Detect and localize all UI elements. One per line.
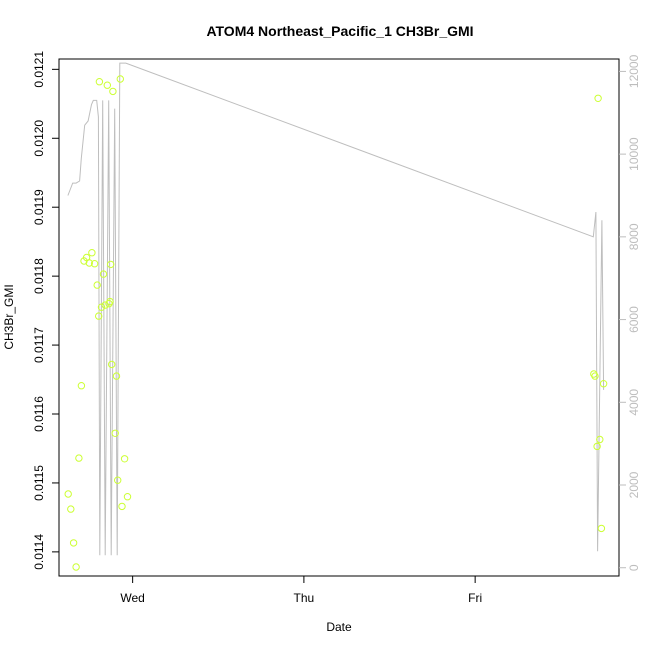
data-point (77, 382, 86, 390)
x-tick-label: Fri (468, 591, 482, 605)
data-point (72, 563, 80, 571)
x-tick-label: Thu (294, 591, 315, 605)
y2-tick-label: 10000 (627, 137, 641, 171)
data-point (107, 260, 115, 269)
series-line (67, 62, 605, 556)
data-point (69, 539, 78, 547)
data-point (596, 435, 604, 444)
y2-tick-label: 8000 (627, 223, 641, 250)
data-point (123, 493, 132, 501)
chart-title: ATOM4 Northeast_Pacific_1 CH3Br_GMI (206, 23, 473, 39)
plot-frame (58, 58, 620, 577)
data-point (95, 78, 104, 86)
data-point (106, 297, 114, 306)
data-point (118, 502, 126, 511)
y-axis: 0.0114 0.0115 0.0116 0.0117 0.0118 0.0119 0.01… (32, 51, 59, 570)
data-point (120, 455, 129, 463)
data-point (90, 260, 99, 268)
data-point (85, 259, 94, 267)
data-point (67, 505, 75, 513)
data-point (594, 94, 602, 103)
y-tick-label: 0.0119 (32, 189, 46, 225)
x-axis-label: Date (326, 620, 352, 634)
y-axis-label: CH3Br_GMI (2, 284, 16, 349)
y-tick-label: 0.0117 (32, 327, 46, 363)
line-series (67, 62, 605, 556)
data-point (103, 81, 112, 89)
y-tick-label: 0.0120 (32, 120, 46, 157)
data-point (599, 380, 608, 388)
y2-tick-label: 2000 (627, 471, 641, 498)
data-point (64, 490, 72, 498)
data-point (114, 476, 122, 484)
data-point (593, 442, 601, 451)
data-point (591, 372, 599, 380)
data-point (75, 454, 83, 462)
y2-tick-label: 4000 (627, 389, 641, 416)
data-point (88, 249, 96, 257)
data-point (99, 270, 108, 278)
y2-tick-label: 0 (627, 564, 641, 571)
y-tick-label: 0.0115 (32, 465, 46, 501)
data-point (93, 281, 101, 289)
x-axis: Wed Thu Fri (120, 576, 482, 605)
y-tick-label: 0.0114 (32, 534, 46, 570)
data-point (111, 429, 119, 437)
data-point (97, 303, 106, 311)
y-tick-label: 0.0116 (32, 396, 46, 432)
data-point (108, 360, 116, 369)
scatter-series (64, 75, 608, 571)
y-tick-label: 0.0118 (32, 258, 46, 294)
data-point (95, 312, 103, 320)
y-tick-label: 0.0121 (32, 51, 46, 88)
y-axis-right: 0 2000 4000 6000 8000 10000 12000 (619, 54, 641, 571)
data-point (597, 524, 606, 533)
y2-tick-label: 12000 (627, 54, 641, 88)
data-point (112, 372, 121, 380)
data-point (109, 87, 117, 96)
data-point (116, 75, 125, 83)
x-tick-label: Wed (120, 591, 144, 605)
y2-tick-label: 6000 (627, 306, 641, 333)
data-point (101, 301, 109, 309)
